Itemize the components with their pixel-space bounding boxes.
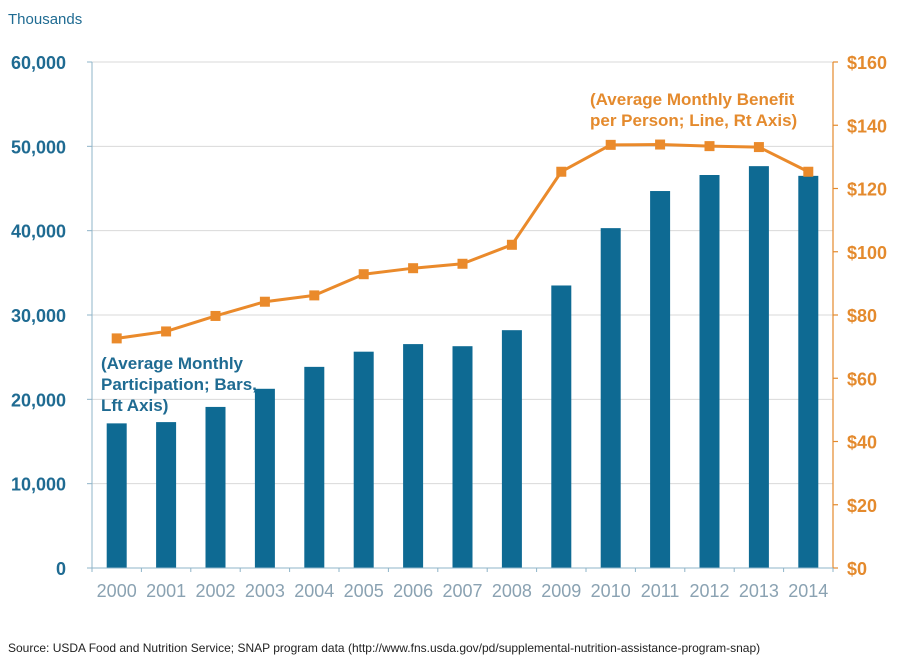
x-tick-label: 2001 <box>146 581 186 601</box>
x-tick-label: 2012 <box>689 581 729 601</box>
bar-2004 <box>304 366 325 568</box>
line-marker-2002 <box>210 310 221 321</box>
x-tick-label: 2014 <box>788 581 828 601</box>
x-tick-label: 2008 <box>492 581 532 601</box>
line-marker-2011 <box>655 139 666 150</box>
line-marker-2010 <box>605 139 616 150</box>
right-tick-label: $0 <box>847 559 867 579</box>
line-marker-2003 <box>259 296 270 307</box>
line-marker-2007 <box>457 258 468 269</box>
left-tick-label: 60,000 <box>11 53 66 73</box>
source-note: Source: USDA Food and Nutrition Service;… <box>8 641 760 655</box>
right-tick-label: $120 <box>847 180 887 200</box>
line-series <box>111 139 814 344</box>
x-tick-label: 2011 <box>641 581 680 601</box>
bar-2009 <box>551 285 572 568</box>
bar-series-annotation-line-3: Lft Axis) <box>101 396 168 415</box>
right-tick-label: $20 <box>847 496 877 516</box>
bar-2014 <box>798 175 819 568</box>
x-tick-label: 2002 <box>195 581 235 601</box>
bar-2006 <box>403 344 424 568</box>
line-marker-2001 <box>161 326 172 337</box>
left-tick-label: 0 <box>56 559 66 579</box>
right-tick-label: $160 <box>847 53 887 73</box>
right-tick-label: $60 <box>847 369 877 389</box>
line-marker-2009 <box>556 166 567 177</box>
line-marker-2005 <box>358 269 369 280</box>
right-tick-label: $140 <box>847 116 887 136</box>
right-tick-label: $100 <box>847 243 887 263</box>
bar-series <box>106 166 819 569</box>
left-axis-title: Thousands <box>8 11 82 28</box>
line-series-annotation-line-1: (Average Monthly Benefit <box>590 90 795 109</box>
line-series-annotation-line-2: per Person; Line, Rt Axis) <box>590 111 797 130</box>
x-tick-label: 2005 <box>344 581 384 601</box>
left-tick-label: 30,000 <box>11 306 66 326</box>
line-marker-2000 <box>111 333 122 344</box>
bar-2010 <box>600 228 621 569</box>
left-tick-label: 20,000 <box>11 390 66 410</box>
x-tick-label: 2009 <box>541 581 581 601</box>
x-tick-label: 2006 <box>393 581 433 601</box>
axes: 0 10,000 20,000 30,000 40,000 50,000 60,000 $0 $… <box>11 53 887 601</box>
left-tick-label: 40,000 <box>11 222 66 242</box>
bar-2002 <box>205 406 226 568</box>
line-marker-2008 <box>506 239 517 250</box>
x-tick-label: 2004 <box>294 581 334 601</box>
line-marker-2006 <box>408 263 419 274</box>
x-tick-label: 2013 <box>739 581 779 601</box>
right-tick-label: $80 <box>847 306 877 326</box>
bar-2001 <box>156 422 177 568</box>
x-tick-label: 2007 <box>442 581 482 601</box>
line-marker-2004 <box>309 290 320 301</box>
x-tick-label: 2010 <box>591 581 631 601</box>
x-tick-label: 2000 <box>97 581 137 601</box>
bar-2007 <box>452 346 473 568</box>
x-tick-label: 2003 <box>245 581 285 601</box>
bar-2005 <box>353 351 374 568</box>
bar-2013 <box>748 166 769 568</box>
bar-2008 <box>501 330 522 568</box>
right-tick-label: $40 <box>847 433 877 453</box>
line-marker-2014 <box>803 166 814 177</box>
bar-series-annotation-line-1: (Average Monthly <box>101 354 244 373</box>
bar-2011 <box>650 191 671 568</box>
line-marker-2013 <box>753 142 764 153</box>
bar-2012 <box>699 175 720 569</box>
bar-2003 <box>254 388 275 568</box>
line-marker-2012 <box>704 141 715 152</box>
bar-2000 <box>106 423 127 568</box>
bar-series-annotation-line-2: Participation; Bars, <box>101 375 257 394</box>
left-tick-label: 50,000 <box>11 137 66 157</box>
left-tick-label: 10,000 <box>11 475 66 495</box>
